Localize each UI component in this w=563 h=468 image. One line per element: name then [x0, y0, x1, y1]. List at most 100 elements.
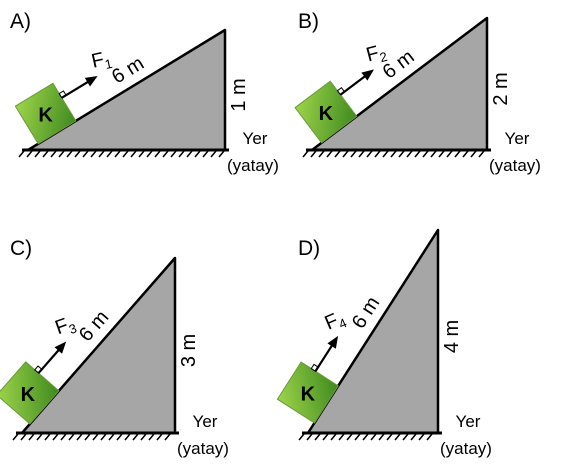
hatch [342, 150, 349, 158]
hatch [346, 433, 353, 441]
force-label: F2 [364, 40, 389, 68]
hatch [82, 150, 89, 158]
hatch [138, 150, 145, 158]
hatch [350, 150, 357, 158]
panel-label: A) [10, 10, 31, 33]
hatch [314, 433, 321, 441]
hatch [298, 433, 305, 441]
force-label: F4 [322, 307, 349, 337]
force-arrow [37, 348, 61, 374]
ground-label: Yer [456, 412, 481, 431]
force-arrow [339, 74, 367, 96]
hatch [382, 150, 389, 158]
hatch [164, 433, 171, 441]
hatch [130, 150, 137, 158]
hatch [84, 433, 91, 441]
hatch [426, 433, 433, 441]
hatch [36, 433, 43, 441]
hatch [462, 150, 469, 158]
hatch [76, 433, 83, 441]
force-arrow [61, 80, 90, 99]
hatch [100, 433, 107, 441]
hatch [20, 433, 27, 441]
hatch [140, 433, 147, 441]
hatch [202, 150, 209, 158]
hatch [156, 433, 163, 441]
hatch [354, 433, 361, 441]
hatch [132, 433, 139, 441]
hatch [106, 150, 113, 158]
hatch [12, 433, 19, 441]
hatch [178, 150, 185, 158]
hatch [362, 433, 369, 441]
hatch [402, 433, 409, 441]
hatch [18, 150, 25, 158]
hatch [148, 433, 155, 441]
hatch [398, 150, 405, 158]
hatch [378, 433, 385, 441]
hatch [406, 150, 413, 158]
hatch [58, 150, 65, 158]
ground-label: Yer [193, 412, 218, 431]
arrow-head [327, 335, 339, 349]
force-label: F3 [52, 312, 78, 341]
height-label: 1 m [228, 78, 250, 111]
hatch [194, 150, 201, 158]
hatch [186, 150, 193, 158]
hatch [330, 433, 337, 441]
hatch [446, 150, 453, 158]
hatch [366, 150, 373, 158]
ground-label: (yatay) [489, 156, 541, 175]
hatch [334, 150, 341, 158]
hatch [146, 150, 153, 158]
block [294, 80, 358, 144]
hatch [108, 433, 115, 441]
hatch [318, 150, 325, 158]
ground-label: Yer [505, 129, 530, 148]
force-subscript: 1 [103, 56, 113, 72]
arrow-head [84, 75, 98, 87]
hatch [422, 150, 429, 158]
ground-label: Yer [243, 129, 268, 148]
hatch [470, 150, 477, 158]
height-label: 3 m [178, 334, 200, 367]
hatch [124, 433, 131, 441]
hatch [414, 150, 421, 158]
force-subscript: 3 [67, 320, 79, 337]
hatch [358, 150, 365, 158]
block [14, 82, 77, 145]
hatch [92, 433, 99, 441]
hatch [28, 433, 35, 441]
block [276, 361, 339, 424]
force-symbol: F [364, 42, 381, 66]
block [0, 361, 60, 425]
hatch [410, 433, 417, 441]
arrow-head [54, 341, 67, 354]
height-label: 4 m [441, 320, 463, 353]
hatch [390, 150, 397, 158]
hatch [44, 433, 51, 441]
hatch [68, 433, 75, 441]
hatch [90, 150, 97, 158]
hatch [302, 150, 309, 158]
hatch [52, 433, 59, 441]
hatch [306, 433, 313, 441]
block-label: K [301, 384, 316, 406]
panel-label: C) [10, 237, 32, 260]
hatch [154, 150, 161, 158]
hatch [454, 150, 461, 158]
ground-label: (yatay) [227, 156, 279, 175]
hatch [50, 150, 57, 158]
hatch [210, 150, 217, 158]
hatch [74, 150, 81, 158]
force-label: F1 [89, 47, 113, 75]
hatch [60, 433, 67, 441]
hatch [338, 433, 345, 441]
hatch [322, 433, 329, 441]
panel-label: D) [298, 237, 320, 260]
hatch [430, 150, 437, 158]
height-label: 2 m [490, 72, 512, 105]
